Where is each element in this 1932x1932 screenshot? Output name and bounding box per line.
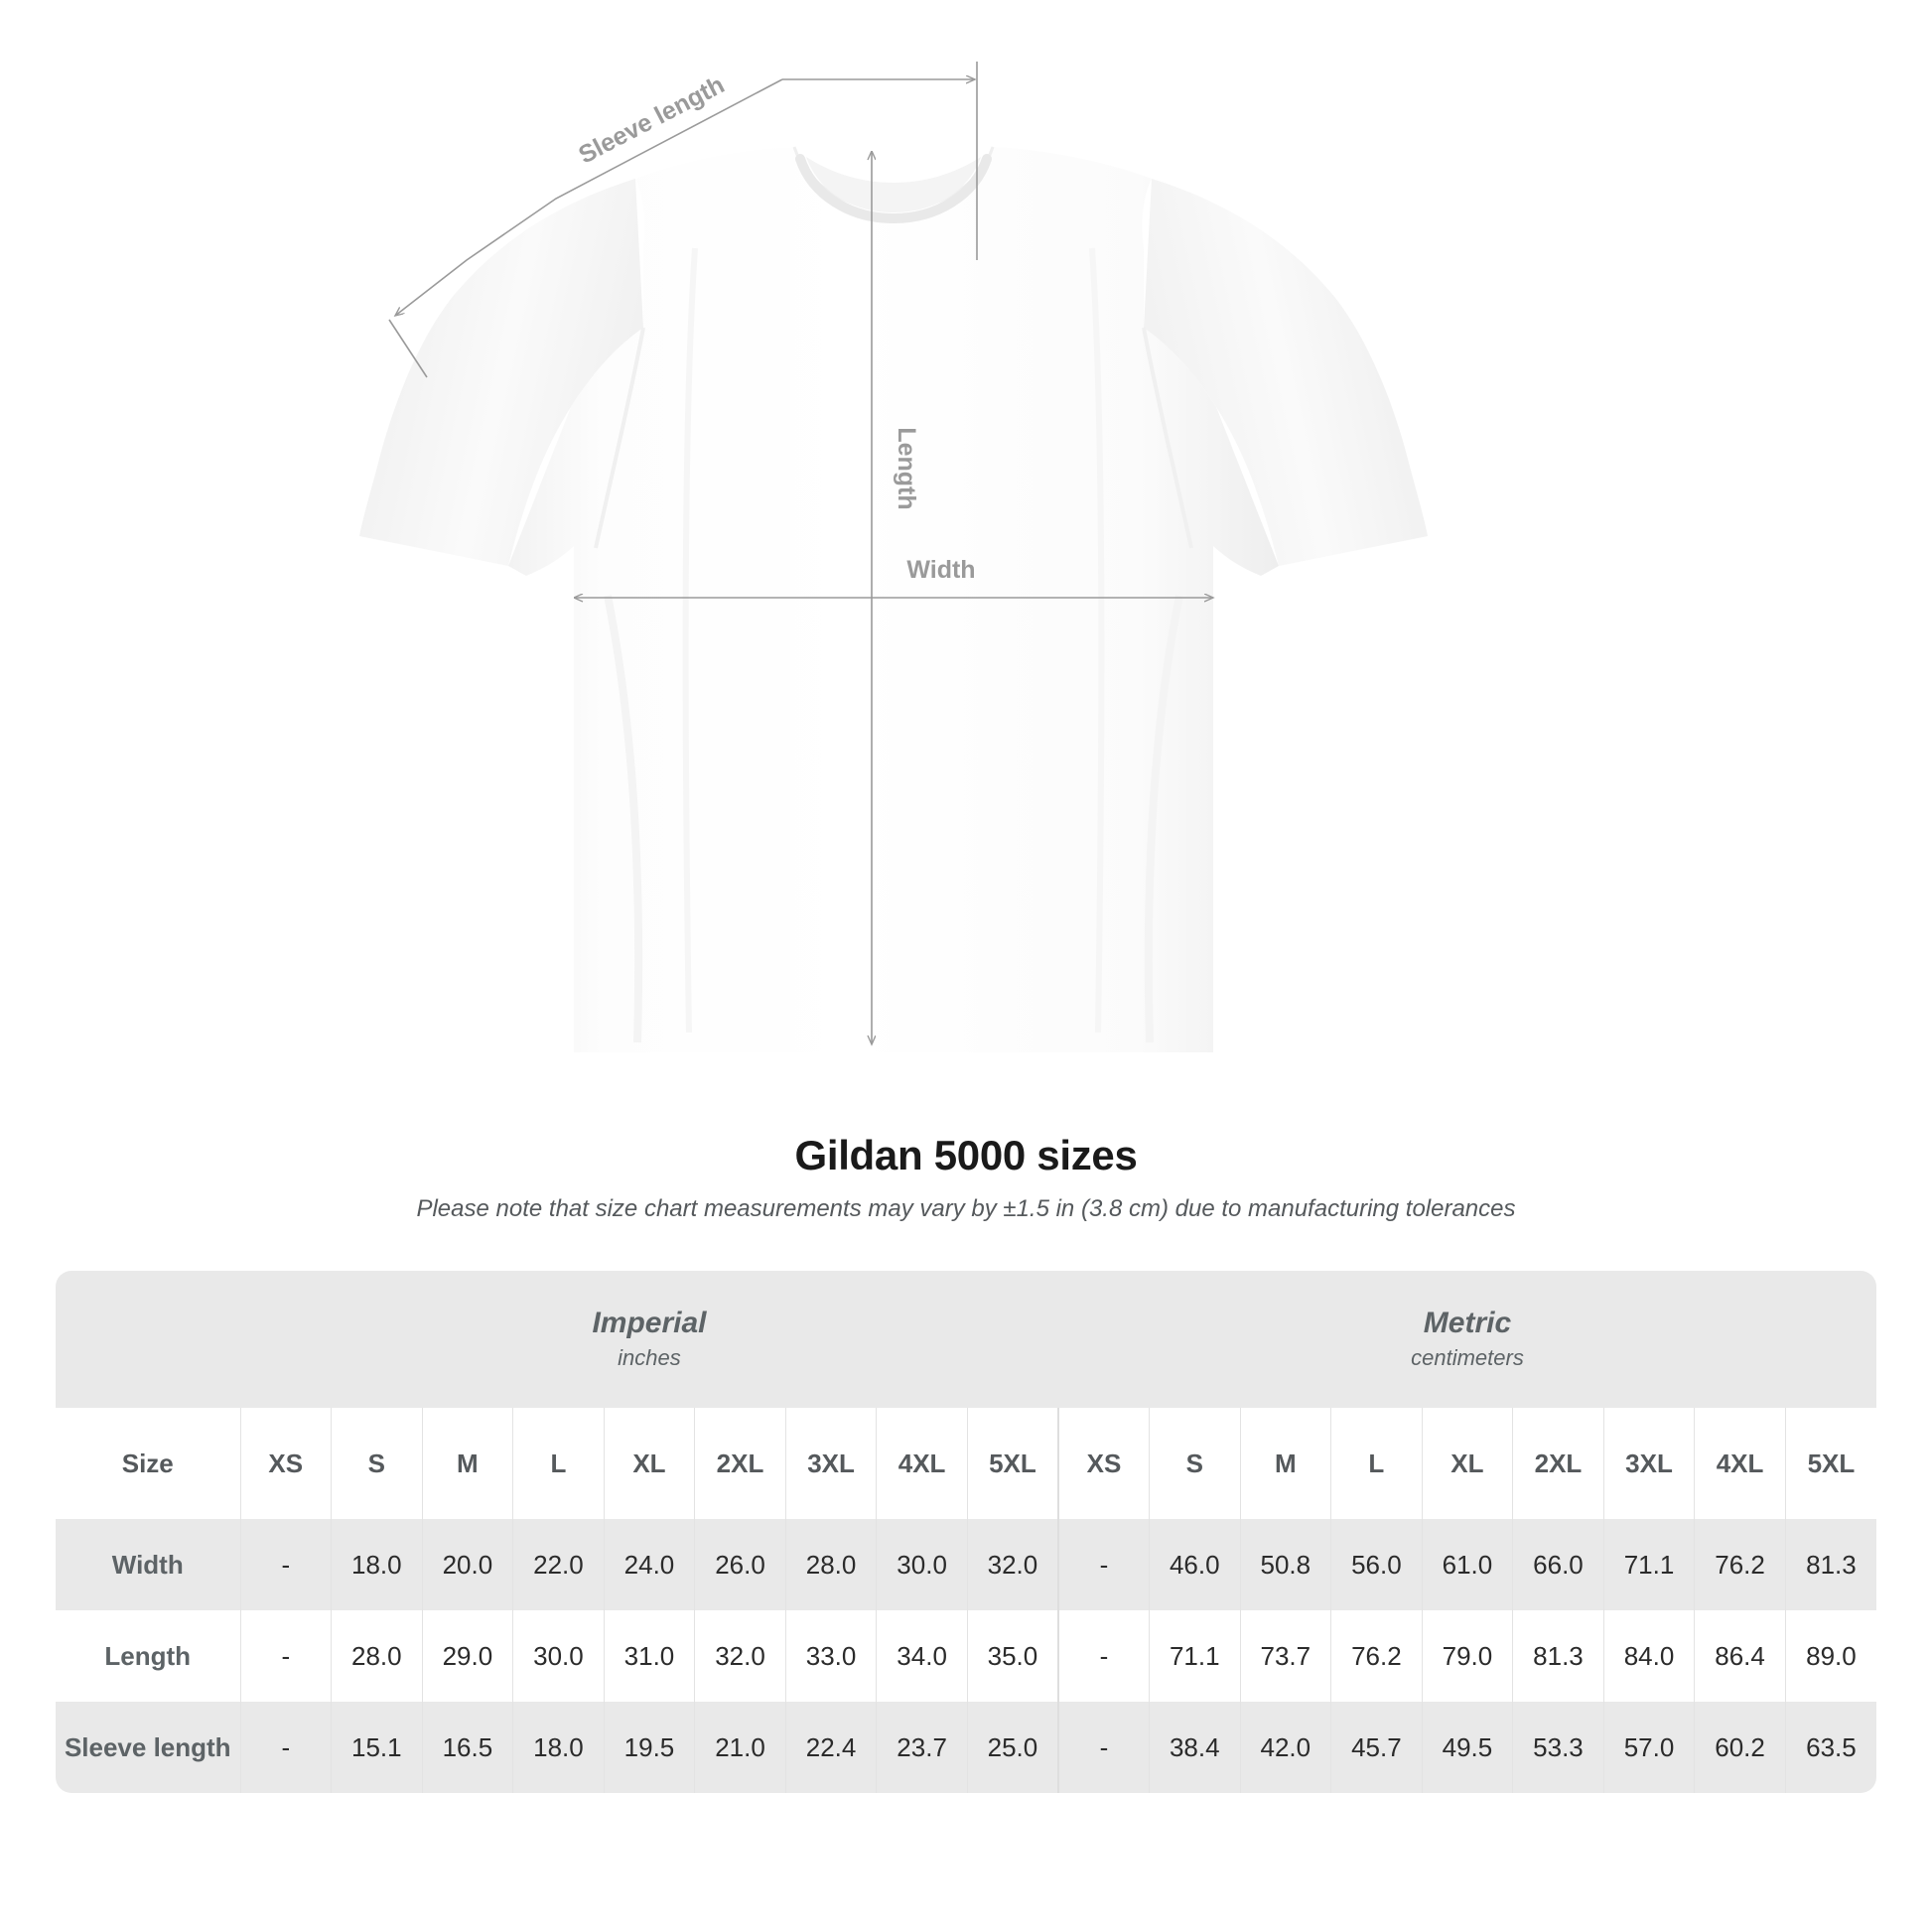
cell-value: 73.7: [1239, 1610, 1331, 1702]
cell-value: 20.0: [421, 1519, 513, 1610]
cell-value: 33.0: [784, 1610, 877, 1702]
unit-group-sub: inches: [618, 1344, 681, 1370]
cell-value: 28.0: [331, 1610, 423, 1702]
size-header-3xl: 3XL: [784, 1408, 877, 1519]
row-label: Length: [56, 1610, 240, 1702]
size-header-5xl: 5XL: [966, 1408, 1058, 1519]
cell-value: -: [239, 1702, 332, 1793]
cell-value: 26.0: [694, 1519, 786, 1610]
cell-value: 66.0: [1512, 1519, 1604, 1610]
page-title: Gildan 5000 sizes: [794, 1132, 1138, 1178]
size-header-xl: XL: [1421, 1408, 1513, 1519]
cell-value: 53.3: [1512, 1702, 1604, 1793]
cell-value: 16.5: [421, 1702, 513, 1793]
size-header-s: S: [1149, 1408, 1241, 1519]
unit-band-spacer: [56, 1271, 240, 1408]
size-header-2xl: 2XL: [694, 1408, 786, 1519]
size-header-xs: XS: [239, 1408, 332, 1519]
cell-value: 84.0: [1602, 1610, 1695, 1702]
unit-band-row: Imperial inches Metric centimeters: [56, 1271, 1876, 1408]
size-header-m: M: [1239, 1408, 1331, 1519]
cell-value: 34.0: [876, 1610, 968, 1702]
size-header-xs: XS: [1056, 1408, 1150, 1519]
cell-value: 76.2: [1330, 1610, 1423, 1702]
tshirt-illustration: Sleeve length Length Width: [359, 62, 1428, 1052]
cell-value: -: [239, 1519, 332, 1610]
unit-group-sub: centimeters: [1411, 1344, 1524, 1370]
cell-value: 22.4: [784, 1702, 877, 1793]
cell-value: 28.0: [784, 1519, 877, 1610]
cell-value: 71.1: [1149, 1610, 1241, 1702]
size-header-3xl: 3XL: [1602, 1408, 1695, 1519]
table-row: Length -28.0 29.0 30.0 31.0 32.0 33.0 34.0 35.0-…: [56, 1610, 1876, 1702]
shirt-body-shape: [359, 146, 1428, 1052]
cell-value: 30.0: [876, 1519, 968, 1610]
cell-value: -: [1056, 1702, 1150, 1793]
cell-value: 46.0: [1149, 1519, 1241, 1610]
cell-value: 24.0: [603, 1519, 695, 1610]
cell-value: 32.0: [966, 1519, 1058, 1610]
cell-value: 38.4: [1149, 1702, 1241, 1793]
cell-value: 30.0: [512, 1610, 605, 1702]
unit-group-name: Imperial: [592, 1307, 707, 1340]
size-chart-container: Imperial inches Metric centimeters Size XS S M L…: [56, 1271, 1876, 1793]
title-block: Gildan 5000 sizes Please note that size …: [0, 1132, 1932, 1224]
cell-value: 35.0: [966, 1610, 1058, 1702]
cell-value: 22.0: [512, 1519, 605, 1610]
size-header-label: Size: [56, 1408, 240, 1519]
length-label: Length: [893, 427, 920, 509]
cell-value: 63.5: [1784, 1702, 1876, 1793]
cell-value: 42.0: [1239, 1702, 1331, 1793]
cell-value: 21.0: [694, 1702, 786, 1793]
cell-value: -: [239, 1610, 332, 1702]
cell-value: 86.4: [1694, 1610, 1786, 1702]
cell-value: 25.0: [966, 1702, 1058, 1793]
size-header-2xl: 2XL: [1512, 1408, 1604, 1519]
cell-value: -: [1056, 1519, 1150, 1610]
cell-value: 76.2: [1694, 1519, 1786, 1610]
cell-value: 79.0: [1421, 1610, 1513, 1702]
size-header-4xl: 4XL: [1694, 1408, 1786, 1519]
cell-value: 60.2: [1694, 1702, 1786, 1793]
cell-value: 29.0: [421, 1610, 513, 1702]
cell-value: 31.0: [603, 1610, 695, 1702]
size-header-5xl: 5XL: [1784, 1408, 1876, 1519]
tshirt-diagram: Sleeve length Length Width: [359, 62, 1428, 1052]
size-header-s: S: [331, 1408, 423, 1519]
size-header-row: Size XS S M L XL 2XL 3XL 4XL 5XL XS S M L XL 2XL 3XL 4XL 5…: [56, 1408, 1876, 1519]
cell-value: 81.3: [1784, 1519, 1876, 1610]
tolerance-note: Please note that size chart measurements…: [416, 1195, 1516, 1223]
cell-value: 57.0: [1602, 1702, 1695, 1793]
size-header-m: M: [421, 1408, 513, 1519]
cell-value: 45.7: [1330, 1702, 1423, 1793]
cell-value: 18.0: [512, 1702, 605, 1793]
table-row: Sleeve length -15.1 16.5 18.0 19.5 21.0 22.4 23…: [56, 1702, 1876, 1793]
size-header-4xl: 4XL: [876, 1408, 968, 1519]
measurement-guides: [388, 62, 1213, 1044]
cell-value: 89.0: [1784, 1610, 1876, 1702]
size-chart-table: Imperial inches Metric centimeters Size XS S M L…: [56, 1271, 1876, 1793]
size-header-xl: XL: [603, 1408, 695, 1519]
size-header-l: L: [1330, 1408, 1423, 1519]
table-row: Width -18.0 20.0 22.0 24.0 26.0 28.0 30.0 32.0-4…: [56, 1519, 1876, 1610]
unit-group-name: Metric: [1423, 1307, 1512, 1340]
cell-value: 56.0: [1330, 1519, 1423, 1610]
cell-value: 81.3: [1512, 1610, 1604, 1702]
cell-value: 50.8: [1239, 1519, 1331, 1610]
width-label: Width: [906, 556, 975, 584]
cell-value: -: [1056, 1610, 1150, 1702]
unit-group-metric: Metric centimeters: [1057, 1271, 1876, 1408]
cell-value: 49.5: [1421, 1702, 1513, 1793]
size-header-l: L: [512, 1408, 605, 1519]
cell-value: 18.0: [331, 1519, 423, 1610]
unit-group-imperial: Imperial inches: [240, 1271, 1058, 1408]
cell-value: 71.1: [1602, 1519, 1695, 1610]
cell-value: 23.7: [876, 1702, 968, 1793]
cell-value: 19.5: [603, 1702, 695, 1793]
cell-value: 15.1: [331, 1702, 423, 1793]
cell-value: 32.0: [694, 1610, 786, 1702]
row-label: Sleeve length: [56, 1702, 240, 1793]
row-label: Width: [56, 1519, 240, 1610]
cell-value: 61.0: [1421, 1519, 1513, 1610]
